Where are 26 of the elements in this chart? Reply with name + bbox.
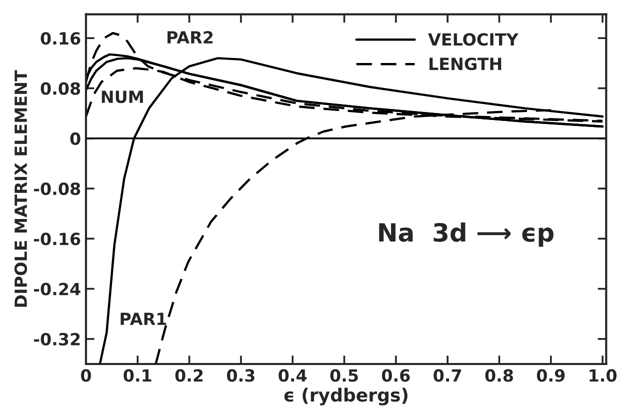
y-tick-label: -0.08: [34, 182, 80, 196]
x-tick-label: 0.9: [536, 369, 565, 382]
y-tick-label: 0.08: [40, 82, 80, 95]
y-tick-label: -0.24: [34, 282, 80, 296]
annotation: PAR2: [168, 31, 213, 44]
x-tick-label: 0.5: [330, 369, 358, 382]
x-tick-label: 0.2: [175, 369, 203, 382]
y-tick-label: -0.16: [34, 232, 80, 246]
y-tick-label: 0: [70, 132, 80, 145]
x-tick-label: 0.7: [434, 369, 462, 382]
annotation: Na 3d ⟶ ϵp: [379, 222, 554, 247]
x-tick-label: 1.0: [590, 369, 617, 382]
x-tick-label: 0.6: [382, 369, 410, 382]
x-tick-label: 0: [80, 369, 91, 382]
y-axis-title: DIPOLE MATRIX ELEMENT: [14, 70, 28, 307]
x-tick-label: 0.4: [278, 369, 307, 382]
y-tick-label: 0.16: [40, 32, 80, 45]
legend-label: LENGTH: [430, 58, 502, 70]
annotation: PAR1: [120, 312, 166, 325]
legend-label: VELOCITY: [428, 33, 519, 46]
x-tick-label: 0.1: [124, 369, 152, 382]
y-tick-label: -0.32: [34, 332, 80, 346]
annotation: NUM: [102, 90, 143, 104]
x-axis-title: ϵ (rydbergs): [284, 388, 408, 406]
x-tick-label: 0.3: [226, 369, 254, 382]
x-tick-label: 0.8: [485, 369, 513, 382]
